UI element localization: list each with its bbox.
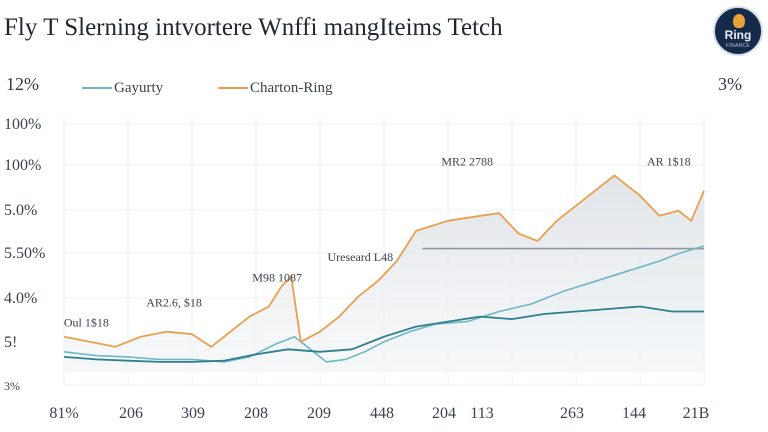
annotations: Oul 1$18 AR2.6, $18 M98 1087 Ureseard L48 MR… bbox=[64, 154, 691, 329]
series-areas bbox=[64, 175, 704, 372]
legend-item-charton-ring: Charton-Ring bbox=[218, 78, 333, 98]
x-tick-label: 206 bbox=[119, 405, 143, 422]
legend-label-gayurty: Gayurty bbox=[114, 79, 164, 96]
x-tick-label: 204 bbox=[432, 405, 456, 422]
area-gayurty bbox=[64, 246, 704, 372]
y-tick-label: 5! bbox=[4, 334, 17, 351]
x-tick-label: 113 bbox=[470, 405, 493, 422]
annotation-label: M98 1087 bbox=[252, 270, 302, 284]
x-tick-label: 448 bbox=[370, 405, 394, 422]
legend-swatch-charton-ring bbox=[218, 87, 248, 89]
y-tick-label: 5.50% bbox=[4, 245, 45, 262]
x-tick-label: 209 bbox=[307, 405, 331, 422]
top-right-label: 3% bbox=[718, 74, 742, 94]
logo-tagline: FINANCE bbox=[725, 43, 751, 49]
y-tick-label: 100% bbox=[4, 116, 41, 133]
chart-title: Fly T Slerning intvortere Wnffi mangItei… bbox=[4, 14, 503, 41]
series-line-gayurty bbox=[63, 245, 705, 363]
y-axis-ticks: 100% 100% 5.0% 5.50% 4.0% 5! 3% bbox=[4, 116, 45, 393]
ring-logo: Ring FINANCE bbox=[713, 6, 763, 56]
legend-item-gayurty: Gayurty bbox=[82, 78, 163, 98]
legend-swatch-gayurty bbox=[82, 87, 112, 89]
x-tick-label: 21B bbox=[683, 405, 710, 422]
flame-icon bbox=[733, 14, 745, 28]
annotation-label: Oul 1$18 bbox=[64, 316, 109, 330]
y-tick-label: 3% bbox=[4, 379, 20, 393]
annotation-label: MR2 2788 bbox=[441, 154, 493, 168]
y-tick-label: 4.0% bbox=[4, 290, 37, 307]
series-lines bbox=[63, 174, 705, 363]
top-left-label: 12% bbox=[6, 74, 39, 94]
x-tick-label: 81% bbox=[49, 405, 78, 422]
x-axis-ticks: 81% 206 309 208 209 448 204 113 263 144 21B bbox=[49, 405, 709, 422]
annotation-label: AR2.6, $18 bbox=[146, 295, 202, 309]
logo-wordmark: Ring bbox=[724, 28, 752, 42]
legend-label-charton-ring: Charton-Ring bbox=[250, 79, 333, 96]
series-line-baseline bbox=[63, 305, 704, 363]
x-tick-label: 263 bbox=[560, 405, 584, 422]
annotation-label: AR 1$18 bbox=[647, 154, 691, 168]
y-tick-label: 5.0% bbox=[4, 202, 37, 219]
annotation-label: Ureseard L48 bbox=[327, 250, 393, 264]
x-tick-label: 144 bbox=[622, 405, 646, 422]
series-line-charton-ring bbox=[63, 174, 705, 348]
x-tick-label: 208 bbox=[244, 405, 268, 422]
y-tick-label: 100% bbox=[4, 157, 41, 174]
x-tick-label: 309 bbox=[181, 405, 205, 422]
